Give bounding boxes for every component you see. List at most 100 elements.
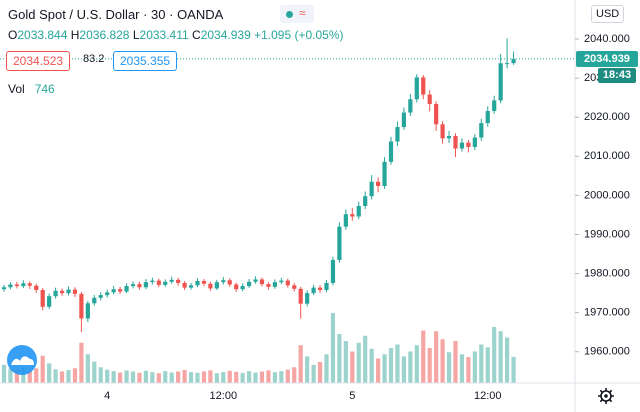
y-tick-label: 2040.000 — [584, 33, 630, 45]
candle-body — [292, 285, 297, 289]
settings-gear[interactable] — [598, 388, 614, 404]
candle-body — [150, 280, 155, 283]
volume-bar — [227, 370, 232, 383]
candle-body — [498, 63, 503, 101]
candle-body — [240, 286, 245, 290]
candle-body — [40, 289, 45, 307]
candle-body — [421, 77, 426, 95]
candle-body — [485, 110, 490, 124]
volume-bar — [414, 345, 419, 383]
candle-body — [247, 281, 252, 287]
candle-body — [272, 282, 277, 287]
volume-bar — [14, 369, 19, 383]
volume-bar — [298, 345, 303, 383]
volume-bar — [324, 354, 329, 383]
candle-body — [427, 94, 432, 104]
candle-body — [363, 196, 368, 206]
change: +1.095 (+0.05%) — [254, 28, 344, 42]
candle-body — [53, 290, 58, 297]
candle-body — [14, 284, 19, 287]
candle-body — [259, 279, 265, 285]
volume-bar — [388, 348, 394, 383]
x-tick-label: 12:00 — [210, 390, 238, 402]
volume-bar — [492, 327, 497, 383]
buy-button[interactable]: 2035.355 — [113, 51, 178, 71]
candle-body — [221, 280, 226, 283]
volume-bar — [118, 372, 123, 383]
candle-body — [234, 284, 239, 290]
y-tick-label: 2020.000 — [584, 111, 630, 123]
candle-body — [479, 123, 484, 138]
volume-bar — [285, 369, 290, 383]
volume-bar — [214, 373, 219, 383]
spread: 83.2 — [83, 53, 105, 65]
candle-body — [143, 282, 148, 288]
candle-body — [66, 289, 71, 294]
volume-bar — [79, 342, 84, 383]
volume-bar — [498, 331, 503, 383]
ohlc-value: 2033.844 — [17, 28, 68, 42]
volume-bar — [8, 368, 13, 383]
y-tick-label: 2000.000 — [584, 189, 630, 201]
volume-bar — [259, 371, 265, 383]
candle-body — [279, 280, 284, 283]
volume-bar — [234, 371, 239, 383]
candle-body — [21, 283, 26, 287]
candle-body — [466, 142, 471, 147]
volume-bar — [272, 372, 277, 383]
candle-body — [98, 295, 103, 298]
x-tick-label: 12:00 — [474, 390, 502, 402]
volume-bar — [253, 372, 258, 383]
ohlc-row: O 2033.844 H 2036.828 L 2033.411 C 2034.939 … — [8, 28, 344, 42]
candle-body — [330, 259, 336, 283]
candle-body — [176, 279, 181, 283]
volume-bar — [505, 337, 510, 383]
candle-body — [285, 280, 290, 286]
volume-bar — [163, 371, 168, 383]
volume-bar — [150, 372, 155, 383]
candle-body — [434, 103, 439, 125]
volume-bar — [311, 364, 316, 383]
volume-bar — [247, 371, 252, 383]
candle-body — [446, 136, 452, 139]
candle-body — [47, 296, 52, 307]
volume-bar — [376, 358, 381, 383]
volume-bar — [111, 371, 116, 383]
candle-body — [105, 292, 110, 296]
candle-body — [92, 297, 97, 304]
candle-body — [337, 226, 342, 260]
sell-button[interactable]: 2034.523 — [6, 51, 71, 71]
volume-bar — [427, 348, 432, 383]
volume-label: Vol — [8, 82, 25, 96]
candle-body — [195, 280, 200, 286]
volume-bar — [195, 372, 200, 383]
volume-bar — [363, 335, 368, 383]
candle-body — [511, 58, 516, 64]
candle-body — [505, 63, 510, 65]
volume-bar — [356, 342, 361, 383]
symbol-title: Gold Spot / U.S. Dollar · 30 · OANDA — [8, 7, 224, 22]
volume-bar — [511, 356, 516, 383]
ohlc-label: H — [70, 28, 80, 42]
volume-row: Vol 746 — [8, 82, 55, 96]
candle-body — [369, 181, 374, 197]
volume-bar — [156, 373, 161, 383]
volume-bar — [143, 370, 148, 383]
volume-bar — [330, 313, 336, 383]
volume-bar — [240, 372, 245, 383]
ohlc-label: O — [8, 28, 18, 42]
currency-button[interactable]: USD — [591, 5, 625, 23]
volume-bar — [21, 367, 26, 383]
volume-bar — [382, 354, 387, 383]
candle-body — [253, 279, 258, 282]
candle-body — [130, 284, 136, 287]
volume-bar — [479, 344, 484, 383]
volume-bar — [188, 372, 194, 383]
volume-bar — [72, 368, 78, 383]
candle-body — [34, 285, 39, 290]
volume-value: 746 — [34, 82, 55, 96]
y-tick-label: 1990.000 — [584, 228, 630, 240]
volume-bar — [401, 356, 406, 383]
volume-bar — [85, 354, 90, 383]
